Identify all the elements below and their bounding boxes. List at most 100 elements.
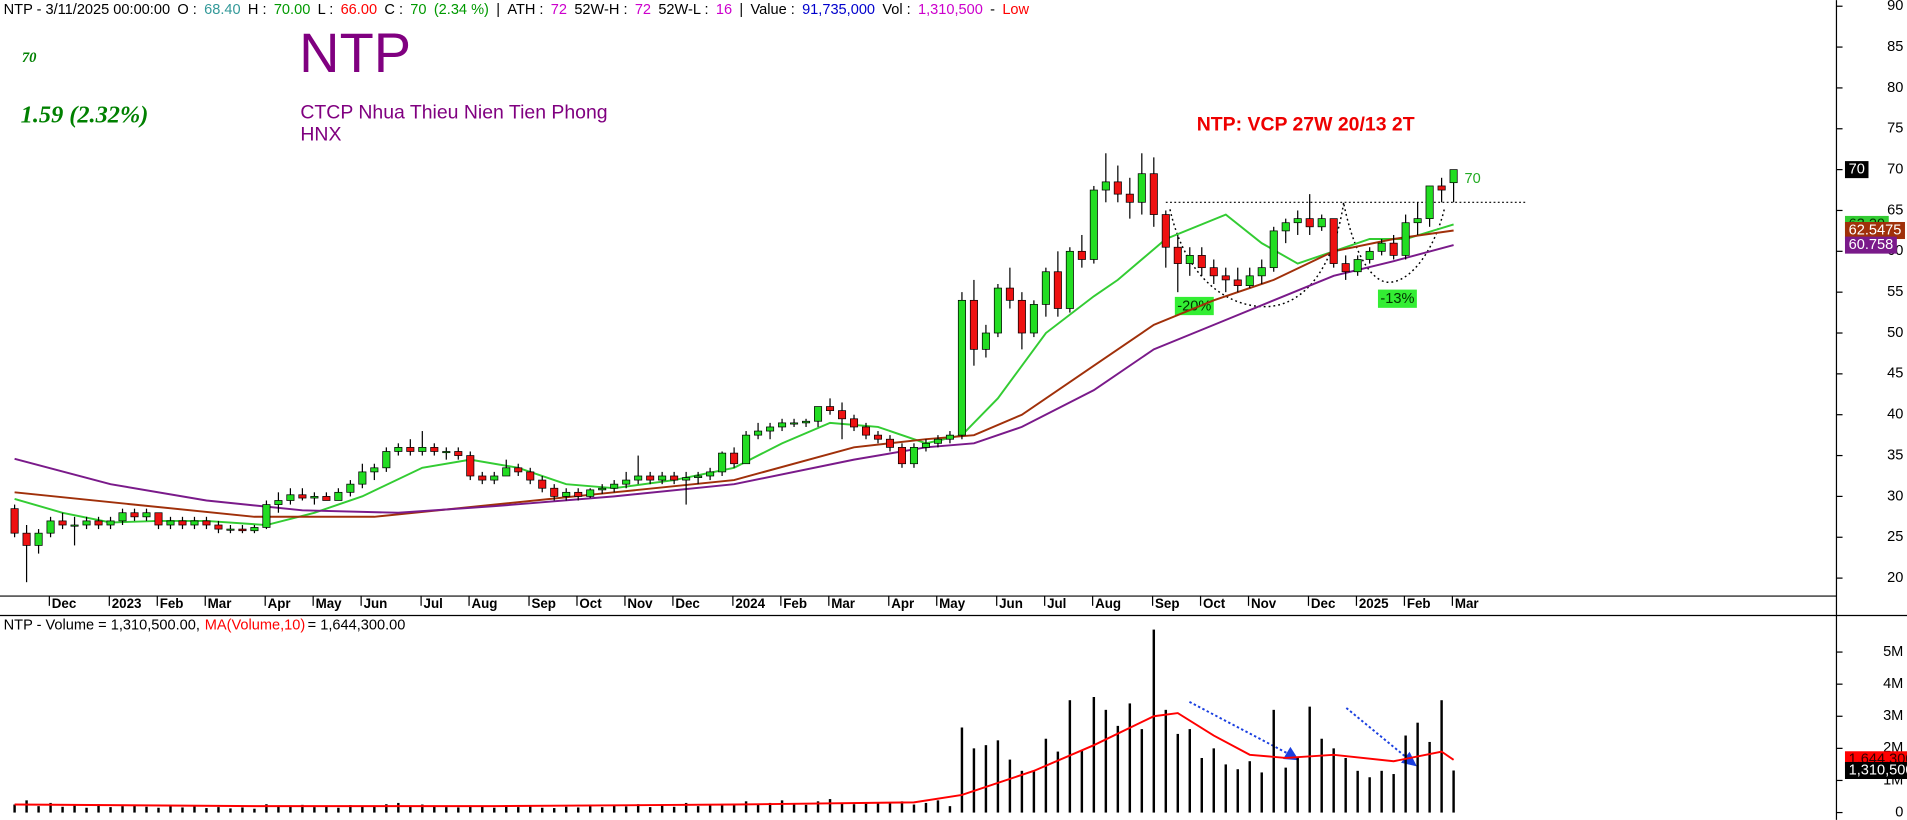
volume-bar	[1320, 738, 1323, 813]
volume-bar	[840, 802, 844, 813]
axis-badge: 1,310,500	[1844, 761, 1907, 780]
volume-bar	[445, 807, 448, 813]
x-tick-label: 2024	[735, 596, 765, 611]
volume-bar	[732, 803, 736, 813]
volume-bar	[265, 804, 268, 813]
candle-body	[993, 287, 1002, 334]
volume-bar	[517, 807, 520, 813]
volume-bar	[1356, 770, 1359, 813]
candle-body	[370, 467, 379, 473]
pullback-label: -13%	[1380, 291, 1414, 307]
candle-body	[562, 491, 571, 497]
x-tick-label: 2023	[112, 596, 142, 611]
y-tick-label: 25	[1887, 529, 1903, 545]
candle-body	[466, 455, 475, 477]
header-item: 70	[410, 2, 426, 18]
header-item: 91,735,000	[802, 2, 875, 18]
x-tick-label: Aug	[471, 596, 497, 611]
candle-body	[58, 520, 67, 526]
volume-bar	[1284, 767, 1287, 813]
volume-bar	[888, 802, 892, 813]
candle-body	[154, 512, 163, 526]
candle-body	[1281, 222, 1290, 232]
x-tick-label: Nov	[1251, 596, 1277, 611]
header-item: |	[739, 2, 743, 18]
badge-box	[1844, 236, 1897, 254]
candle-body	[1401, 222, 1410, 256]
candle-body	[933, 438, 942, 444]
y-tick-label: 90	[1887, 0, 1903, 14]
candle-body	[406, 447, 415, 452]
candle-body	[1209, 267, 1218, 277]
volume-bar	[1272, 709, 1275, 813]
x-tick-label: Dec	[1311, 596, 1336, 611]
badge-box	[1844, 221, 1905, 240]
candle-body	[778, 422, 787, 428]
volume-bar	[1380, 770, 1383, 813]
volume-bar	[564, 806, 568, 813]
candle-body	[670, 475, 679, 481]
volume-bar	[25, 800, 28, 813]
title-part: NTP - Volume = 1,310,500.00,	[4, 617, 200, 633]
candle-body	[610, 483, 619, 489]
pattern-outline	[1343, 204, 1446, 284]
volume-bar	[624, 806, 628, 813]
y-tick-label: 35	[1887, 447, 1903, 463]
y-tick-label: 85	[1887, 39, 1903, 55]
volume-bar	[1104, 709, 1108, 813]
candle-body	[634, 475, 643, 481]
candle-body	[514, 467, 523, 473]
volume-bar	[756, 804, 760, 813]
candle-body	[34, 532, 43, 546]
x-tick-label: Apr	[268, 596, 291, 611]
volume-bar	[828, 799, 832, 813]
candle-body	[802, 420, 811, 424]
x-tick-label: Dec	[52, 596, 77, 611]
x-tick-label: Mar	[208, 596, 232, 611]
volume-bar	[433, 806, 436, 813]
volume-bar	[600, 807, 604, 813]
volume-bar	[1128, 703, 1132, 813]
volume-bar	[1116, 725, 1120, 813]
candle-body	[1173, 246, 1182, 264]
volume-bar	[1428, 741, 1431, 813]
volume-bar	[157, 807, 160, 813]
volume-bar	[1176, 733, 1180, 813]
candle-body	[1425, 185, 1434, 220]
volume-bar	[612, 805, 616, 813]
volume-bar	[696, 806, 700, 813]
moving-average	[14, 213, 1454, 527]
label-box	[1174, 296, 1214, 316]
volume-bar	[205, 808, 208, 813]
candle-body	[1077, 250, 1086, 260]
x-tick-label: Jun	[999, 596, 1023, 611]
header-item: 70.00	[274, 2, 310, 18]
header-item: O :	[177, 2, 196, 18]
candle-body	[1365, 250, 1374, 260]
volume-bar	[529, 806, 532, 813]
candle-body	[861, 426, 871, 436]
candle-body	[454, 451, 463, 456]
candle-body	[945, 434, 954, 440]
candle-body	[1353, 259, 1362, 273]
candle-body	[850, 418, 859, 428]
x-tick-label: Apr	[891, 596, 914, 611]
volume-bar	[193, 806, 196, 813]
volume-bar	[804, 804, 808, 813]
candle-body	[382, 451, 391, 469]
price-change: 1.59 (2.32%)	[21, 101, 149, 128]
volume-bar	[636, 804, 640, 813]
candle-body	[274, 500, 283, 505]
volume-bar	[936, 800, 940, 813]
axis-badge: 70	[1844, 161, 1869, 179]
volume-bar	[1092, 697, 1096, 813]
volume-bar	[541, 807, 544, 813]
y-tick-label: 40	[1887, 407, 1903, 423]
header-item: 68.40	[204, 2, 240, 18]
candle-body	[190, 520, 199, 526]
volume-bar	[553, 808, 556, 813]
volume-bar	[1392, 774, 1395, 813]
volume-bar	[792, 803, 796, 813]
volume-bar	[780, 800, 784, 813]
